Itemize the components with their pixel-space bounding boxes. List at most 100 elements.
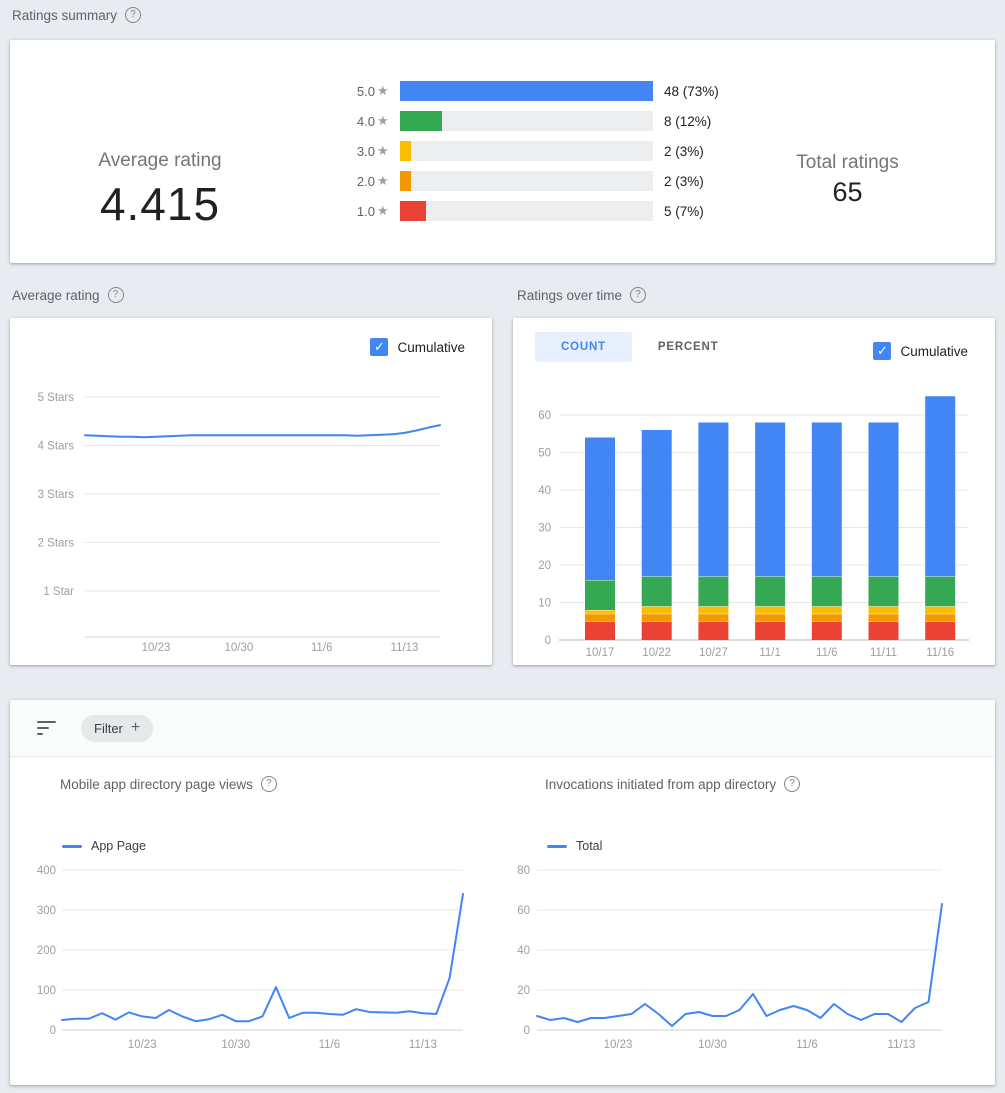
svg-text:30: 30 bbox=[538, 523, 551, 535]
rating-bar-track bbox=[400, 81, 653, 101]
cumulative-checkbox[interactable]: ✓ bbox=[873, 342, 892, 360]
rating-count: 8 (12%) bbox=[664, 113, 712, 129]
svg-text:4 Stars: 4 Stars bbox=[38, 441, 75, 453]
average-rating-chart: 5 Stars 4 Stars 3 Stars 2 Stars 1 Star 10/23 1… bbox=[38, 392, 441, 654]
rating-count: 2 (3%) bbox=[664, 143, 704, 159]
rating-distribution-row: 4.0 ★ 8 (12%) bbox=[335, 111, 719, 131]
average-rating-chart-card: ✓ Cumulative 5 Stars 4 Stars 3 Stars 2 Star… bbox=[10, 318, 492, 665]
rating-bar-fill bbox=[400, 81, 653, 101]
legend-label: App Page bbox=[91, 839, 146, 853]
svg-text:200: 200 bbox=[37, 945, 56, 957]
star-level-label: 5.0 bbox=[356, 83, 375, 99]
cumulative-checkbox[interactable]: ✓ bbox=[370, 338, 389, 356]
star-level-label: 4.0 bbox=[356, 113, 375, 129]
ratings-over-time-section-header: Ratings over time ? bbox=[517, 287, 647, 303]
filter-list-icon[interactable] bbox=[37, 721, 56, 735]
svg-text:11/13: 11/13 bbox=[888, 1039, 916, 1051]
average-rating-label: Average rating bbox=[98, 150, 222, 171]
average-rating-value: 4.415 bbox=[99, 178, 221, 230]
page-header: Ratings summary ? bbox=[12, 7, 142, 23]
rating-bar-track bbox=[400, 201, 653, 221]
star-icon: ★ bbox=[377, 143, 389, 158]
svg-text:11/11: 11/11 bbox=[870, 647, 897, 659]
page-title: Ratings summary bbox=[12, 7, 118, 23]
svg-text:50: 50 bbox=[538, 448, 551, 460]
page-views-chart: 0 100 200 300 400 10/23 10/30 11/6 11/13 bbox=[37, 865, 464, 1051]
star-icon: ★ bbox=[377, 203, 389, 218]
star-icon: ★ bbox=[377, 173, 389, 188]
rating-bar-track bbox=[400, 171, 653, 191]
ratings-over-time-chart: 0 10 20 30 40 50 60 10/17 10/22 10/27 11/1 11/6 11/1… bbox=[538, 396, 969, 659]
svg-text:10/30: 10/30 bbox=[221, 1039, 250, 1051]
svg-text:10/30: 10/30 bbox=[698, 1039, 727, 1051]
legend-label: Total bbox=[576, 839, 603, 853]
rating-count: 48 (73%) bbox=[664, 83, 719, 99]
invocations-title: Invocations initiated from app directory bbox=[545, 776, 777, 792]
svg-text:0: 0 bbox=[50, 1025, 56, 1037]
invocations-chart: 0 20 40 60 80 10/23 10/30 11/6 11/13 bbox=[517, 865, 943, 1051]
filter-chip[interactable]: Filter + bbox=[81, 714, 154, 742]
help-icon[interactable]: ? bbox=[784, 776, 801, 792]
svg-text:80: 80 bbox=[517, 865, 530, 877]
svg-text:10/22: 10/22 bbox=[642, 647, 671, 659]
invocations-legend: Total bbox=[547, 839, 602, 853]
svg-text:10/23: 10/23 bbox=[128, 1039, 157, 1051]
rating-distribution-row: 3.0 ★ 2 (3%) bbox=[335, 141, 719, 161]
rating-distribution: 5.0 ★ 48 (73%) 4.0 ★ 8 (12%) 3.0 ★ 2 (3%) 2.0 ★ 2 (… bbox=[335, 81, 719, 231]
svg-text:11/16: 11/16 bbox=[926, 647, 954, 659]
help-icon[interactable]: ? bbox=[125, 7, 142, 23]
svg-text:10/17: 10/17 bbox=[586, 647, 615, 659]
rating-bar-fill bbox=[400, 171, 411, 191]
rating-count: 5 (7%) bbox=[664, 203, 704, 219]
svg-text:5 Stars: 5 Stars bbox=[38, 392, 75, 404]
invocations-title-row: Invocations initiated from app directory… bbox=[545, 776, 801, 792]
check-icon: ✓ bbox=[877, 343, 888, 358]
svg-text:300: 300 bbox=[37, 905, 56, 917]
cumulative-toggle: ✓ Cumulative bbox=[370, 338, 465, 356]
directory-metrics-card: Filter + Mobile app directory page views… bbox=[10, 700, 995, 1085]
plus-icon: + bbox=[130, 719, 141, 736]
star-level-label: 3.0 bbox=[356, 143, 375, 159]
svg-text:11/1: 11/1 bbox=[759, 647, 781, 659]
page-views-title-row: Mobile app directory page views ? bbox=[60, 776, 277, 792]
svg-text:100: 100 bbox=[37, 985, 56, 997]
svg-text:3 Stars: 3 Stars bbox=[38, 489, 75, 501]
ratings-over-time-section-title: Ratings over time bbox=[517, 287, 623, 303]
rating-bar-fill bbox=[400, 111, 443, 131]
check-icon: ✓ bbox=[374, 339, 385, 354]
rating-distribution-row: 2.0 ★ 2 (3%) bbox=[335, 171, 719, 191]
count-percent-tabs: COUNT PERCENT bbox=[535, 332, 744, 362]
rating-bar-fill bbox=[400, 141, 411, 161]
svg-text:60: 60 bbox=[538, 410, 551, 422]
tab-count[interactable]: COUNT bbox=[535, 332, 632, 362]
svg-text:10/23: 10/23 bbox=[604, 1039, 633, 1051]
svg-text:11/6: 11/6 bbox=[319, 1039, 341, 1051]
rating-count: 2 (3%) bbox=[664, 173, 704, 189]
rating-bar-track bbox=[400, 141, 653, 161]
svg-text:40: 40 bbox=[517, 945, 530, 957]
average-rating-section-title: Average rating bbox=[12, 287, 100, 303]
star-icon: ★ bbox=[377, 113, 389, 128]
ratings-summary-card: Average rating 4.415 5.0 ★ 48 (73%) 4.0 ★ 8 (… bbox=[10, 40, 995, 263]
rating-bar-track bbox=[400, 111, 653, 131]
tab-percent[interactable]: PERCENT bbox=[657, 341, 719, 353]
star-icon: ★ bbox=[377, 83, 389, 98]
svg-text:11/13: 11/13 bbox=[409, 1039, 437, 1051]
help-icon[interactable]: ? bbox=[107, 287, 124, 303]
rating-bar-fill bbox=[400, 201, 427, 221]
cumulative-label: Cumulative bbox=[397, 339, 465, 355]
ratings-over-time-chart-card: COUNT PERCENT ✓ Cumulative 0 10 20 30 40 50 60… bbox=[513, 318, 995, 665]
legend-line-swatch bbox=[547, 844, 567, 848]
svg-text:2 Stars: 2 Stars bbox=[38, 538, 75, 550]
help-icon[interactable]: ? bbox=[260, 776, 277, 792]
svg-text:11/6: 11/6 bbox=[816, 647, 838, 659]
rating-distribution-row: 1.0 ★ 5 (7%) bbox=[335, 201, 719, 221]
filter-bar: Filter + bbox=[10, 700, 995, 757]
svg-text:10/30: 10/30 bbox=[224, 642, 253, 654]
svg-text:40: 40 bbox=[538, 485, 551, 497]
svg-text:11/6: 11/6 bbox=[796, 1039, 818, 1051]
help-icon[interactable]: ? bbox=[630, 287, 647, 303]
filter-chip-label: Filter bbox=[94, 720, 123, 736]
cumulative-toggle: ✓ Cumulative bbox=[873, 342, 968, 360]
